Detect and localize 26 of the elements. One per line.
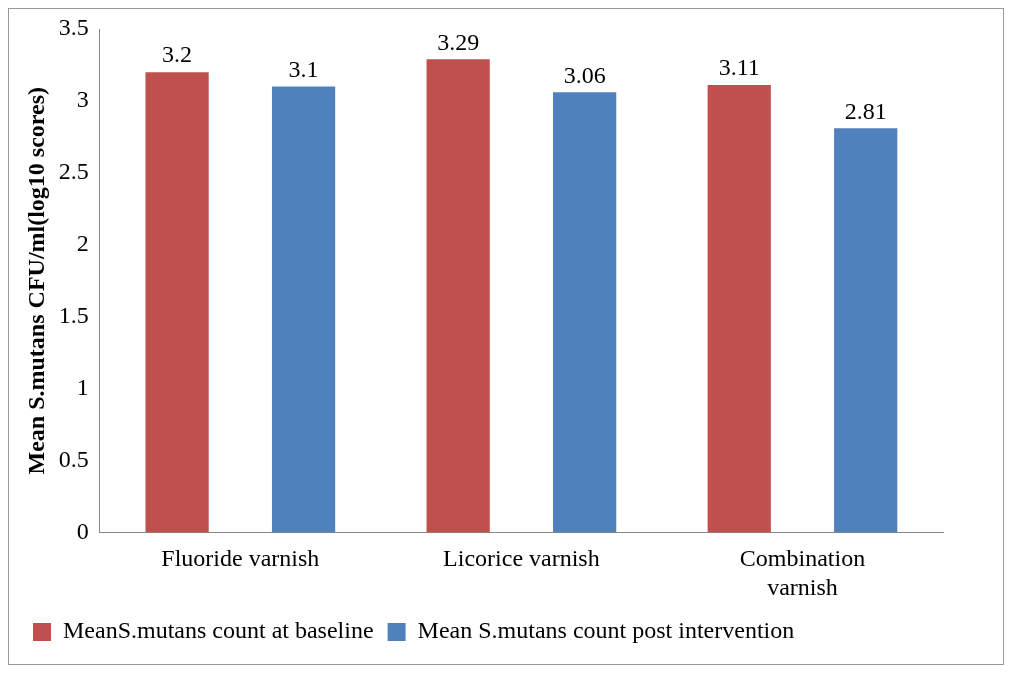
y-tick-label: 1.5 (58, 301, 89, 328)
data-label: 3.2 (162, 41, 193, 68)
bar (553, 92, 617, 533)
data-label: 3.29 (437, 28, 480, 55)
y-tick-label: 0.5 (58, 445, 89, 472)
bar (271, 86, 336, 533)
y-tick-label: 2.5 (58, 158, 89, 185)
bar (834, 128, 898, 533)
x-tick-label: Combination varnish (739, 545, 866, 600)
bar (145, 72, 209, 533)
x-tick-label: Licorice varnish (443, 545, 600, 572)
data-label: 2.81 (844, 97, 887, 124)
bar (426, 59, 490, 533)
legend-label: MeanS.mutans count at baseline (63, 617, 374, 644)
data-label: 3.1 (288, 55, 319, 82)
y-tick-label: 1 (76, 373, 89, 400)
y-tick-label: 3 (76, 86, 89, 113)
y-axis-title: Mean S.mutans CFU/ml(log10 scores) (22, 86, 49, 475)
y-tick-label: 2 (76, 230, 89, 257)
x-tick-label: Fluoride varnish (161, 545, 320, 572)
data-label: 3.06 (563, 61, 606, 88)
bar (707, 85, 771, 533)
y-tick-label: 3.5 (58, 14, 89, 41)
legend-label: Mean S.mutans count post intervention (417, 617, 795, 644)
y-tick-label: 0 (76, 517, 89, 544)
data-label: 3.11 (718, 54, 760, 81)
